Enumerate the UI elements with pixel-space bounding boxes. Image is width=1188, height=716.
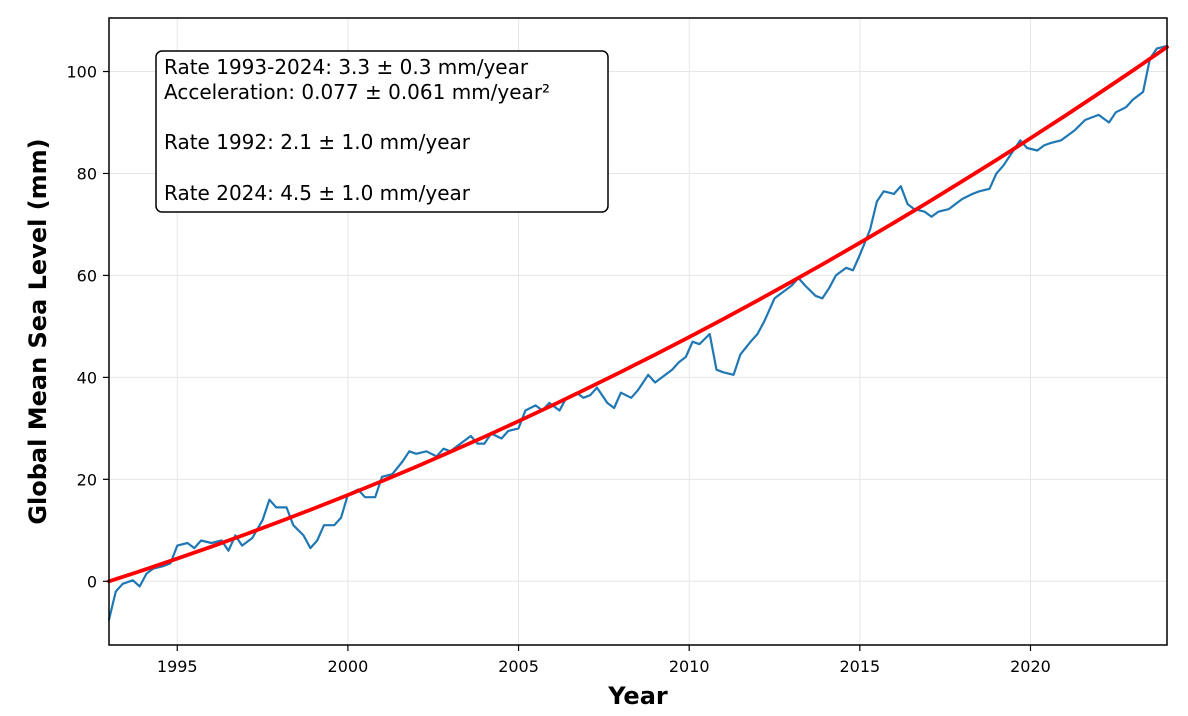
x-tick-label: 2020 <box>1010 657 1051 676</box>
y-tick-label: 100 <box>66 63 97 82</box>
stats-annotation: Rate 1993-2024: 3.3 ± 0.3 mm/year Accele… <box>155 50 609 213</box>
x-tick-label: 2010 <box>669 657 710 676</box>
annotation-line-rate-2024: Rate 2024: 4.5 ± 1.0 mm/year <box>164 181 471 205</box>
quadratic-fit-line <box>107 45 1169 584</box>
x-tick-label: 2005 <box>498 657 539 676</box>
y-axis-ticks: 0 20 40 60 80 100 <box>66 63 109 591</box>
y-tick-label: 80 <box>77 164 97 183</box>
annotation-line-rate-period: Rate 1993-2024: 3.3 ± 0.3 mm/year <box>164 55 529 79</box>
annotation-line-acceleration: Acceleration: 0.077 ± 0.061 mm/year² <box>164 80 550 104</box>
plot-frame <box>108 17 1168 646</box>
observed-sea-level-line <box>107 44 1169 621</box>
plot-lines <box>107 44 1169 621</box>
x-tick-label: 2015 <box>839 657 880 676</box>
annotation-box <box>155 50 609 213</box>
y-tick-label: 40 <box>77 368 97 387</box>
annotation-line-rate-1992: Rate 1992: 2.1 ± 1.0 mm/year <box>164 130 471 154</box>
x-axis-title: Year <box>607 682 668 710</box>
y-tick-label: 60 <box>77 266 97 285</box>
x-axis-ticks: 1995 2000 2005 2010 2015 2020 <box>157 645 1051 676</box>
x-tick-label: 1995 <box>157 657 198 676</box>
x-tick-label: 2000 <box>328 657 369 676</box>
y-axis-title: Global Mean Sea Level (mm) <box>24 138 52 524</box>
y-tick-label: 0 <box>87 572 97 591</box>
y-tick-label: 20 <box>77 470 97 489</box>
